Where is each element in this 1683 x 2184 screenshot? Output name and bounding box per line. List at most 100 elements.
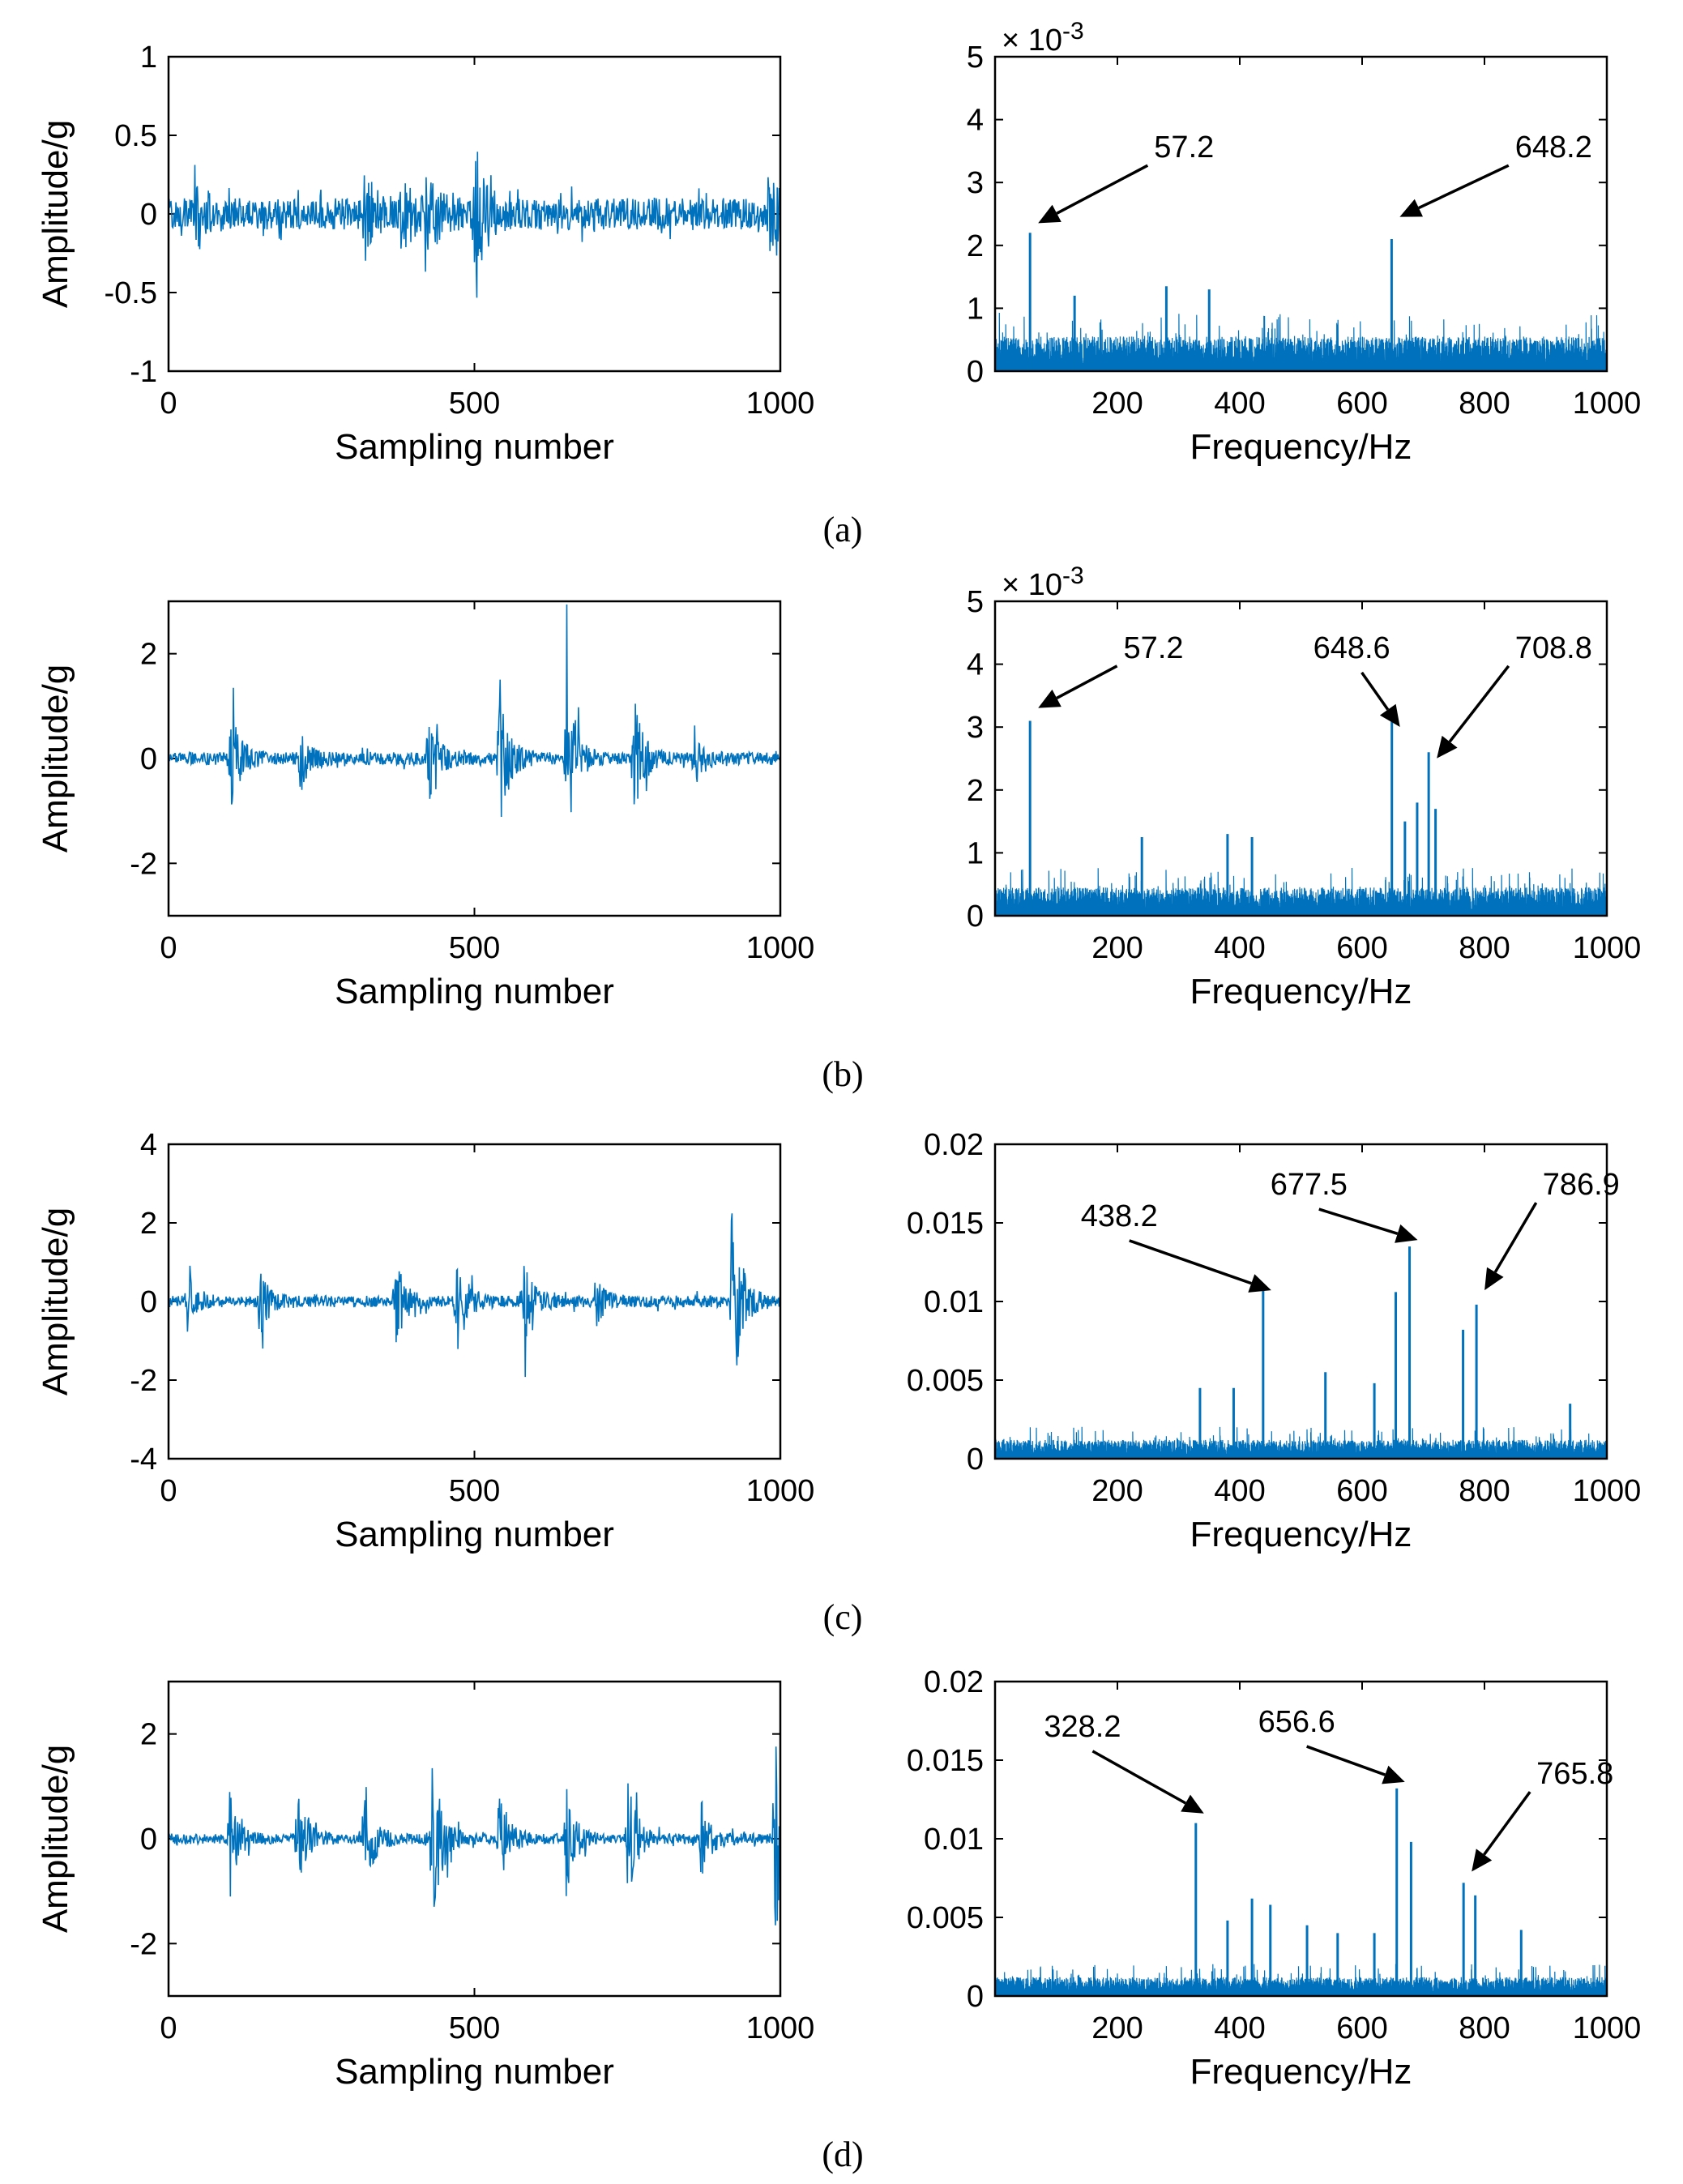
x-tick-label: 200: [1091, 931, 1143, 965]
annotation-arrow-head: [1181, 1794, 1204, 1814]
y-tick-label: 0.015: [907, 1744, 984, 1778]
x-tick-label: 1000: [1573, 931, 1642, 965]
panel-caption: (b): [822, 1054, 863, 1094]
peak-annotation-label: 438.2: [1081, 1199, 1158, 1233]
axes-frame: [993, 1143, 1608, 1460]
x-tick-label: 0: [160, 931, 177, 965]
axes-frame: [167, 600, 782, 917]
annotation-arrow-head: [1382, 1765, 1405, 1784]
x-tick-label: 800: [1459, 2011, 1510, 2045]
frequency-spectrum-plot: 200 400 600 800 1000 0 0.005 0.01 0.015 0.02 Frequ…: [907, 1665, 1641, 2092]
x-tick-label: 800: [1459, 387, 1510, 421]
frequency-spectrum-plot: 200 400 600 800 1000 0 1 2 3 4 5 Frequency/Hz × 10-3…: [967, 562, 1641, 1011]
signal-line: [168, 604, 781, 818]
panel-caption: (a): [823, 510, 863, 549]
x-axis-label: Frequency/Hz: [1190, 1515, 1412, 1554]
y-tick-label: -0.5: [105, 276, 157, 310]
y-tick-label: 2: [967, 774, 984, 808]
y-tick-label: 0: [967, 1442, 984, 1477]
peak-annotation-label: 57.2: [1154, 130, 1214, 165]
x-tick-label: 200: [1091, 1474, 1143, 1508]
x-tick-label: 500: [449, 2011, 500, 2045]
annotation-arrow-head: [1395, 1224, 1418, 1243]
exponent-base: × 10: [1002, 24, 1062, 58]
time-domain-plot: 0 500 1000 -4 -2 0 2 4 Sampling number Amplitude/…: [36, 1128, 814, 1554]
x-tick-label: 500: [449, 1474, 500, 1508]
y-tick-label: 4: [140, 1128, 157, 1162]
y-tick-label: 4: [967, 104, 984, 138]
x-tick-label: 600: [1336, 1474, 1387, 1508]
annotation-arrow-shaft: [1493, 1202, 1538, 1273]
y-tick-label: 0.01: [924, 1823, 984, 1857]
annotation-arrow-shaft: [1318, 1207, 1399, 1236]
x-tick-label: 400: [1214, 2011, 1265, 2045]
x-axis-label: Frequency/Hz: [1190, 427, 1412, 467]
x-tick-label: 1000: [746, 931, 815, 965]
x-tick-label: 0: [160, 387, 177, 421]
exponent-base: × 10: [1002, 568, 1062, 602]
y-tick-label: 0.02: [924, 1665, 984, 1699]
axes-frame: [167, 1680, 782, 1998]
y-tick-label: 0.015: [907, 1207, 984, 1241]
x-tick-label: 1000: [1573, 387, 1642, 421]
y-tick-label: 0: [967, 355, 984, 389]
x-axis-label: Sampling number: [335, 2052, 614, 2092]
x-tick-label: 400: [1214, 931, 1265, 965]
annotation-arrow-shaft: [1129, 1239, 1252, 1285]
y-tick-label: 0.5: [114, 119, 157, 153]
annotation-arrow-shaft: [1091, 1750, 1186, 1805]
spectrum-line: [994, 1964, 1608, 1997]
frequency-spectrum-plot: 200 400 600 800 1000 0 0.005 0.01 0.015 0.02 Frequ…: [907, 1128, 1641, 1554]
annotation-arrow-shaft: [1306, 1745, 1386, 1776]
axes-frame: [167, 1143, 782, 1460]
annotation-arrow-shaft: [1056, 665, 1118, 700]
y-axis-label: Amplitude/g: [36, 1745, 75, 1933]
peak-annotation-label: 656.6: [1258, 1705, 1335, 1739]
signal-line: [168, 1213, 781, 1378]
annotation-arrow-shaft: [1448, 665, 1510, 743]
annotation-arrow-head: [1484, 1267, 1504, 1291]
x-tick-label: 600: [1336, 2011, 1387, 2045]
frequency-spectrum-plot: 200 400 600 800 1000 0 1 2 3 4 5 Frequency/Hz × 10-3…: [967, 18, 1641, 467]
y-tick-label: 0.005: [907, 1901, 984, 1935]
y-tick-label: -4: [130, 1442, 157, 1477]
y-tick-label: 2: [967, 229, 984, 263]
y-tick-label: 0: [140, 1823, 157, 1857]
signal-line: [168, 1746, 781, 1925]
panel-d: 0 500 1000 -2 0 2 Sampling number Amplitude/g 20…: [36, 1665, 1641, 2174]
annotation-arrow-shaft: [1483, 1791, 1531, 1856]
spectrum-line: [994, 867, 1608, 917]
x-tick-label: 800: [1459, 931, 1510, 965]
panel-caption: (d): [822, 2135, 863, 2174]
peak-annotation-label: 677.5: [1271, 1168, 1348, 1202]
annotation-arrow-head: [1248, 1274, 1271, 1293]
annotation-arrow-shaft: [1360, 671, 1390, 711]
y-tick-label: 5: [967, 41, 984, 75]
annotation-arrow-head: [1399, 199, 1423, 217]
peak-annotation-label: 786.9: [1543, 1168, 1620, 1202]
y-tick-label: -2: [130, 847, 157, 881]
y-tick-label: 0: [967, 1980, 984, 2014]
axes-frame: [993, 600, 1608, 917]
y-tick-label: 0: [140, 1285, 157, 1319]
y-tick-label: 0.02: [924, 1128, 984, 1162]
x-tick-label: 200: [1091, 2011, 1143, 2045]
x-tick-label: 500: [449, 387, 500, 421]
x-tick-label: 1000: [746, 387, 815, 421]
axes-frame: [993, 55, 1608, 373]
y-tick-label: 0: [967, 900, 984, 934]
annotation-arrow-head: [1038, 204, 1061, 224]
spectrum-line: [994, 312, 1608, 372]
y-tick-label: -2: [130, 1927, 157, 1961]
peak-annotation-label: 765.8: [1536, 1757, 1613, 1791]
x-tick-label: 0: [160, 1474, 177, 1508]
panel-caption: (c): [823, 1597, 863, 1637]
panel-c: 0 500 1000 -4 -2 0 2 4 Sampling number Amplitude/…: [36, 1128, 1641, 1637]
y-tick-label: -2: [130, 1364, 157, 1398]
y-tick-label: 1: [967, 292, 984, 326]
peak-annotation-label: 648.6: [1314, 631, 1390, 665]
x-axis-label: Sampling number: [335, 972, 614, 1011]
panel-a: 0 500 1000 -1 -0.5 0 0.5 1 Sampling number Amplit…: [36, 18, 1641, 549]
y-tick-label: 3: [967, 166, 984, 200]
